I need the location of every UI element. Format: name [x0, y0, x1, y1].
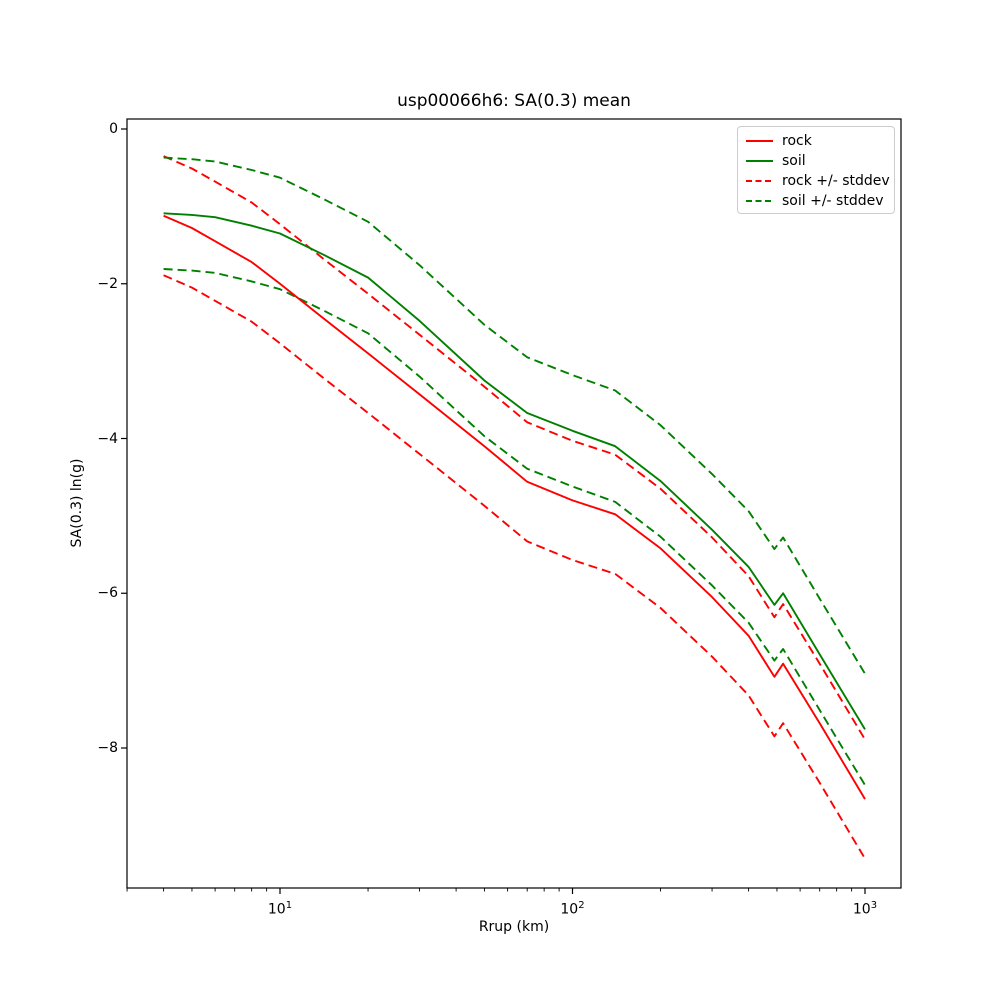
rock-lower-stddev-line: [163, 274, 866, 860]
legend-item-soil: soil: [746, 151, 894, 171]
legend-item-rock: rock: [746, 131, 894, 151]
legend-label: soil +/- stddev: [782, 193, 884, 209]
legend-item-rock-stddev: rock +/- stddev: [746, 171, 894, 191]
soil-line-sample: [746, 160, 773, 162]
soil-lower-stddev-line: [163, 268, 866, 786]
soil-dashed-line-sample: [746, 200, 773, 202]
rock-upper-stddev-line: [163, 155, 866, 740]
x-tick-label: 102: [560, 900, 585, 918]
chart-title: usp00066h6: SA(0.3) mean: [397, 91, 631, 111]
legend-label: soil: [782, 153, 806, 169]
x-tick-label: 103: [852, 900, 878, 918]
y-tick-label: −2: [97, 275, 118, 292]
rock-dashed-line-sample: [746, 180, 773, 182]
tick-marks: [121, 128, 866, 894]
y-tick-label: 0: [109, 121, 118, 137]
x-tick-label: 101: [267, 900, 293, 918]
legend-item-soil-stddev: soil +/- stddev: [746, 191, 894, 211]
rock-line-sample: [746, 140, 773, 142]
y-tick-label: −4: [97, 430, 118, 447]
y-tick-label: −8: [97, 740, 118, 756]
legend-label: rock +/- stddev: [782, 173, 890, 189]
soil-upper-stddev-line: [163, 156, 866, 675]
axes-spines: [126, 118, 902, 889]
series-lines: [163, 155, 866, 860]
legend-box: rock soil rock +/- stddev soil +/- stdde…: [737, 126, 895, 214]
x-axis-label: Rrup (km): [478, 919, 550, 935]
legend-label: rock: [782, 133, 812, 149]
y-tick-label: −6: [97, 585, 118, 602]
rock-mean-line: [163, 214, 866, 800]
soil-mean-line: [163, 212, 866, 730]
y-axis-label: SA(0.3) ln(g): [69, 458, 85, 548]
